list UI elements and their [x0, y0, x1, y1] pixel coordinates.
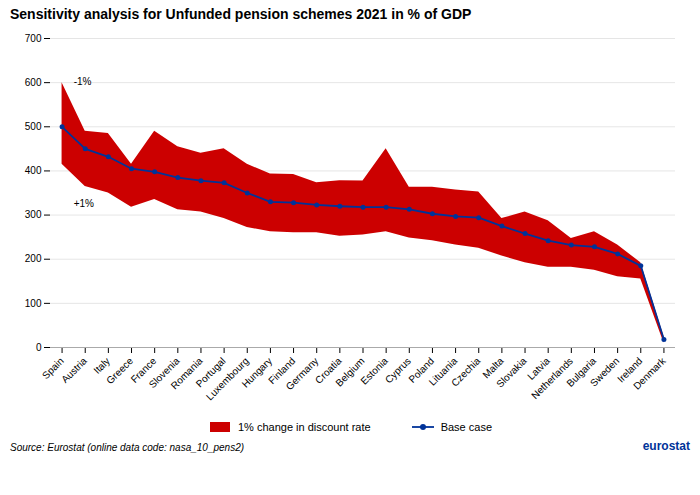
svg-text:Malta: Malta: [480, 355, 506, 381]
svg-text:Slovenia: Slovenia: [146, 355, 182, 391]
html-text:Base case: Base case: [440, 421, 492, 433]
svg-text:400: 400: [25, 165, 42, 176]
svg-text:Cyprus: Cyprus: [383, 355, 413, 385]
svg-text:Hungary: Hungary: [240, 355, 275, 390]
svg-text:Estonia: Estonia: [358, 355, 390, 387]
svg-text:600: 600: [25, 77, 42, 88]
svg-text:Slovakia: Slovakia: [494, 355, 529, 390]
svg-text:700: 700: [25, 33, 42, 44]
svg-text:Poland: Poland: [406, 355, 437, 385]
svg-text:Bulgaria: Bulgaria: [564, 355, 599, 389]
svg-text:Belgium: Belgium: [333, 355, 366, 388]
svg-text:300: 300: [25, 209, 42, 220]
svg-text:Netherlands: Netherlands: [529, 355, 575, 402]
svg-text:Germany: Germany: [284, 355, 321, 392]
svg-text:Latvia: Latvia: [525, 355, 552, 382]
html-text:Sensitivity analysis for Unfun: Sensitivity analysis for Unfunded pensio…: [10, 6, 472, 22]
svg-text:500: 500: [25, 121, 42, 132]
svg-text:Ireland: Ireland: [615, 355, 645, 385]
svg-text:+1%: +1%: [74, 198, 94, 209]
html-text:eurostat: eurostat: [642, 439, 690, 453]
svg-text:-1%: -1%: [74, 76, 92, 87]
svg-text:Romania: Romania: [168, 355, 205, 392]
svg-text:Greece: Greece: [104, 355, 135, 386]
svg-text:Sweden: Sweden: [588, 355, 621, 388]
svg-text:Italy: Italy: [91, 355, 112, 376]
svg-text:200: 200: [25, 253, 42, 264]
svg-text:Croatia: Croatia: [312, 355, 344, 386]
html-text:Source: Eurostat (online data: Source: Eurostat (online data code: nasa…: [10, 442, 245, 453]
svg-text:Portugal: Portugal: [193, 355, 228, 390]
svg-text:100: 100: [25, 298, 42, 309]
svg-text:Czechia: Czechia: [449, 355, 483, 389]
svg-text:0: 0: [36, 342, 42, 353]
svg-text:France: France: [128, 355, 159, 385]
svg-text:Luxembourg: Luxembourg: [203, 355, 251, 403]
svg-text:Finland: Finland: [266, 355, 298, 387]
svg-text:Denmark: Denmark: [631, 355, 668, 392]
svg-text:Spain: Spain: [39, 355, 66, 382]
svg-text:Austria: Austria: [59, 355, 89, 385]
svg-text:Lituania: Lituania: [426, 355, 460, 388]
html-text:1% change in discount rate: 1% change in discount rate: [238, 421, 371, 433]
